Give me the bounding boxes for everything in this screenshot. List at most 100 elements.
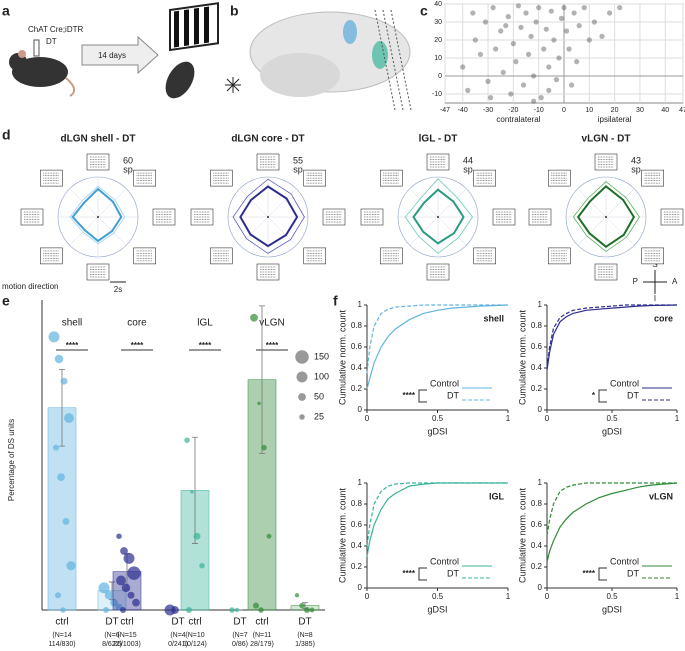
cdf-line: [546, 304, 678, 371]
x-tick-label: 10: [585, 107, 593, 114]
annotation: contralateral: [496, 115, 540, 124]
y-axis-label: Cumulative norm. count: [517, 309, 527, 405]
unit-dot: [52, 444, 60, 451]
point: [561, 5, 567, 11]
unit-dot: [257, 401, 261, 406]
unit-dot: [132, 598, 140, 607]
size-legend-dot: [298, 393, 306, 401]
panel-label: d: [2, 127, 11, 143]
drug-label: DT: [46, 37, 57, 46]
legend-label: DT: [447, 568, 459, 578]
legend-bracket: [418, 389, 427, 403]
unit-dot: [110, 598, 118, 607]
origin: [97, 216, 99, 218]
y-tick-label: 0.4: [351, 363, 363, 372]
legend-label: DT: [627, 390, 639, 400]
unit-dot: [234, 607, 240, 613]
y-tick-label: 0.8: [351, 321, 363, 330]
tuning-curve: [576, 184, 636, 249]
unit-dot: [48, 331, 60, 343]
x-tick-label: DT: [298, 617, 311, 628]
n-label: 10/124): [183, 641, 207, 648]
point: [546, 64, 552, 70]
size-legend-label: 150: [314, 351, 329, 361]
tuning-curve: [572, 181, 640, 252]
y-tick-label: 10: [434, 55, 442, 62]
point: [508, 91, 514, 97]
motion-label: motion direction: [2, 282, 58, 291]
x-tick-label: -47: [440, 107, 450, 114]
point: [490, 5, 496, 11]
arrow: [81, 35, 159, 75]
unit-dot: [299, 602, 305, 609]
n-label: 26/1003): [113, 641, 141, 648]
significance: ****: [131, 341, 144, 350]
significance: ****: [199, 341, 212, 350]
unit-dot: [98, 582, 110, 594]
x-axis-label: gDSI: [427, 604, 447, 614]
point: [500, 69, 506, 75]
unit-dot: [57, 473, 65, 482]
spoke: [239, 188, 269, 218]
point: [528, 33, 534, 40]
panel-label: e: [2, 293, 10, 309]
n-label: (N=14: [52, 632, 71, 639]
point: [541, 46, 547, 52]
point: [531, 73, 537, 79]
lgn-2: [372, 41, 388, 69]
lgn: [343, 20, 357, 44]
unit-dot: [60, 377, 68, 385]
y-tick-label: 0.8: [531, 499, 543, 508]
unit-dot: [309, 607, 315, 613]
error-bar: [259, 305, 265, 454]
point: [576, 23, 582, 29]
point: [477, 51, 484, 58]
unit-dot: [127, 566, 141, 580]
n-label: (N=6: [104, 632, 119, 639]
size-legend-label: 100: [314, 371, 329, 381]
n-label: (N=15: [117, 632, 136, 639]
r-unit: sp: [631, 164, 641, 174]
panel-label: b: [230, 3, 239, 19]
y-tick-label: 0.2: [531, 384, 543, 393]
panel-label: f: [333, 293, 338, 309]
compass-p: P: [633, 277, 638, 286]
y-tick-label: 0.6: [351, 342, 363, 351]
point: [487, 95, 494, 101]
size-legend-dot: [296, 371, 308, 383]
r-unit: sp: [123, 164, 133, 174]
n-label: (N=7: [232, 632, 247, 639]
point: [551, 37, 557, 43]
point: [523, 10, 529, 16]
x-tick-label: 47: [679, 107, 685, 114]
group-label: vLGN: [259, 318, 285, 329]
polar-title: lGL - DT: [419, 134, 458, 145]
screen: [169, 2, 219, 52]
y-tick-label: 20: [434, 37, 442, 44]
y-tick-label: 0.4: [531, 363, 543, 372]
time-scale: 2s: [114, 285, 122, 294]
y-tick-label: 0.4: [351, 541, 363, 550]
unit-dot: [199, 562, 205, 569]
point: [581, 5, 587, 11]
cdf-line: [366, 482, 508, 557]
point: [498, 28, 504, 34]
point: [503, 23, 509, 29]
x-tick-label: 1: [675, 592, 680, 601]
legend-bracket: [598, 389, 607, 403]
point: [513, 59, 519, 65]
spoke: [97, 188, 127, 218]
origin: [605, 216, 607, 218]
significance: ****: [66, 341, 79, 350]
unit-dot: [60, 607, 66, 613]
unit-dot: [261, 444, 267, 451]
spoke: [605, 216, 635, 246]
point: [546, 87, 552, 93]
point: [515, 3, 522, 9]
legend-label: DT: [627, 568, 639, 578]
point: [531, 98, 537, 104]
point: [591, 19, 597, 25]
spoke: [267, 188, 297, 218]
y-tick-label: 1: [538, 478, 543, 487]
annotation: ipsilateral: [598, 115, 632, 124]
